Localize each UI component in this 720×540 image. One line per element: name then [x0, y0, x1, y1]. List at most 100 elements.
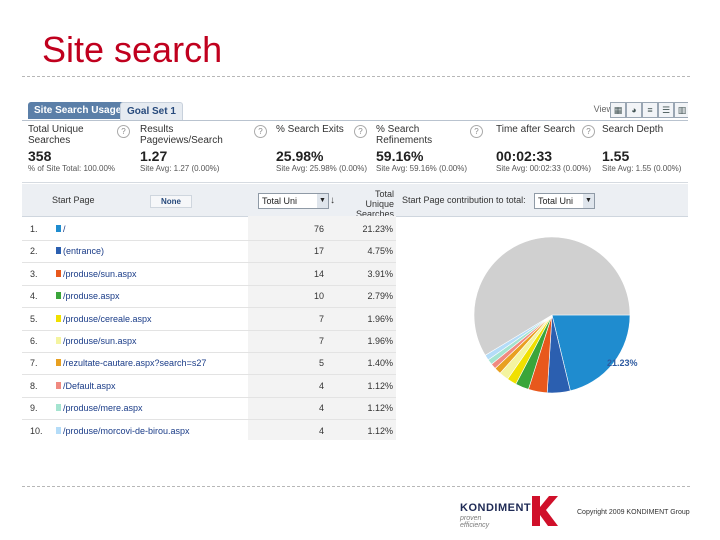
- color-swatch: [56, 426, 61, 434]
- table-row[interactable]: 8. /Default.aspx 4 1.12%: [22, 375, 396, 398]
- color-swatch: [56, 337, 61, 344]
- row-index: 8.: [30, 380, 38, 391]
- start-page-link[interactable]: /: [63, 224, 66, 234]
- top-divider: [22, 76, 690, 77]
- color-swatch: [56, 247, 61, 255]
- start-page-link[interactable]: /produse/mere.aspx: [63, 403, 143, 414]
- analytics-panel: Site Search Usage Goal Set 1 Views: ▦ ◕ …: [22, 100, 688, 440]
- pivot-view-icon[interactable]: ▥: [674, 102, 688, 118]
- table-row[interactable]: 4. /produse.aspx 10 2.79%: [22, 285, 396, 309]
- unique-searches-value: 5: [318, 358, 324, 369]
- contribution-label: Start Page contribution to total:: [402, 195, 526, 205]
- unique-searches-value: 4: [318, 425, 324, 436]
- row-index: 5.: [30, 313, 38, 324]
- contribution-percent: 1.96%: [367, 336, 393, 346]
- contribution-percent: 3.91%: [367, 268, 393, 279]
- unique-searches-value: 4: [318, 403, 324, 414]
- table-header: Start Page None Total Uni ▼ ↓ Total Uniq…: [22, 184, 688, 219]
- bar-view-icon[interactable]: ≡: [642, 102, 658, 118]
- row-index: 4.: [30, 291, 38, 302]
- bottom-divider: [22, 486, 690, 487]
- help-icon[interactable]: ?: [582, 125, 595, 138]
- table-row[interactable]: 6. /produse/sun.aspx 7 1.96%: [22, 330, 396, 353]
- tab-goal-set-1[interactable]: Goal Set 1: [120, 102, 183, 120]
- chevron-down-icon: ▼: [317, 194, 328, 208]
- start-page-link[interactable]: (entrance): [63, 246, 105, 257]
- start-page-link[interactable]: /produse/sun.aspx: [63, 336, 137, 346]
- row-index: 3.: [30, 268, 38, 279]
- start-page-link[interactable]: /produse.aspx: [63, 291, 120, 302]
- unique-searches-value: 14: [313, 268, 324, 279]
- copyright-text: Copyright 2009 KONDIMENT Group: [577, 509, 690, 516]
- unique-searches-value: 4: [318, 380, 324, 391]
- color-swatch: [56, 359, 61, 367]
- pie-slice: [473, 236, 631, 356]
- contribution-percent: 1.12%: [367, 380, 393, 391]
- k-logo-icon: [532, 496, 558, 526]
- tab-site-search-usage[interactable]: Site Search Usage: [28, 102, 128, 119]
- metrics-summary: Total Unique Searches 358 % of Site Tota…: [22, 122, 688, 183]
- start-page-link[interactable]: /rezultate-cautare.aspx?search=s27: [63, 358, 207, 369]
- contribution-percent: 1.40%: [367, 358, 393, 369]
- color-swatch: [56, 225, 61, 232]
- table-row[interactable]: 2. (entrance) 17 4.75%: [22, 240, 396, 264]
- table-row[interactable]: 7. /rezultate-cautare.aspx?search=s27 5 1.4…: [22, 352, 396, 376]
- help-icon[interactable]: ?: [354, 125, 367, 138]
- unique-searches-value: 10: [313, 291, 324, 302]
- chevron-down-icon: ▼: [583, 194, 594, 208]
- contribution-percent: 4.75%: [367, 246, 393, 257]
- row-index: 10.: [30, 425, 43, 436]
- contribution-percent: 1.96%: [367, 313, 393, 324]
- column-start-page[interactable]: Start Page: [52, 195, 95, 205]
- pie-label-largest: 58.64%: [482, 228, 513, 238]
- unique-searches-value: 7: [318, 313, 324, 324]
- logo-tagline: proven efficiency: [460, 515, 490, 529]
- sorted-column-shade: [248, 216, 396, 440]
- row-index: 1.: [30, 224, 38, 234]
- metric-search-refinements: % Search Refinements 59.16% Site Avg: 59…: [376, 124, 468, 173]
- color-swatch: [56, 381, 61, 389]
- metric-select[interactable]: Total Uni ▼: [258, 193, 329, 209]
- start-page-link[interactable]: /produse/morcovi-de-birou.aspx: [63, 425, 190, 436]
- color-swatch: [56, 292, 61, 300]
- row-index: 7.: [30, 358, 38, 369]
- comparison-view-icon[interactable]: ☰: [658, 102, 674, 118]
- metric-search-exits: % Search Exits 25.98% Site Avg: 25.98% (…: [276, 124, 368, 173]
- secondary-dimension-select[interactable]: None: [150, 195, 192, 208]
- table-row[interactable]: 1. / 76 21.23%: [22, 218, 396, 241]
- row-index: 2.: [30, 246, 38, 257]
- table-row[interactable]: 3. /produse/sun.aspx 14 3.91%: [22, 263, 396, 286]
- row-index: 6.: [30, 336, 38, 346]
- pie-slice: [551, 314, 631, 392]
- column-total-unique-searches[interactable]: Total Unique Searches: [355, 189, 394, 219]
- contribution-percent: 2.79%: [367, 291, 393, 302]
- help-icon[interactable]: ?: [470, 125, 483, 138]
- table-row[interactable]: 5. /produse/cereale.aspx 7 1.96%: [22, 308, 396, 331]
- views-label: Views:: [593, 104, 620, 114]
- metric-time-after-search: Time after Search 00:02:33 Site Avg: 00:…: [496, 124, 592, 173]
- table-view-icon[interactable]: ▦: [610, 102, 626, 118]
- help-icon[interactable]: ?: [254, 125, 267, 138]
- start-page-link[interactable]: /Default.aspx: [63, 380, 116, 391]
- row-index: 9.: [30, 403, 38, 414]
- slide-title: Site search: [42, 29, 223, 70]
- help-icon[interactable]: ?: [117, 125, 130, 138]
- unique-searches-value: 76: [313, 224, 324, 234]
- table-row[interactable]: 10. /produse/morcovi-de-birou.aspx 4 1.12%: [22, 420, 396, 440]
- contribution-select[interactable]: Total Uni ▼: [534, 193, 595, 209]
- metric-total-unique-searches: Total Unique Searches 358 % of Site Tota…: [28, 124, 116, 173]
- color-swatch: [56, 404, 61, 412]
- pie-label-second: 21.23%: [607, 358, 638, 368]
- contribution-percent: 1.12%: [367, 403, 393, 414]
- pie-view-icon[interactable]: ◕: [626, 102, 642, 118]
- pie-chart: [473, 236, 631, 394]
- metric-search-depth: Search Depth 1.55 Site Avg: 1.55 (0.00%): [602, 124, 682, 173]
- color-swatch: [56, 269, 61, 277]
- table-row[interactable]: 9. /produse/mere.aspx 4 1.12%: [22, 397, 396, 421]
- unique-searches-value: 17: [313, 246, 324, 257]
- start-page-link[interactable]: /produse/cereale.aspx: [63, 313, 152, 324]
- start-page-link[interactable]: /produse/sun.aspx: [63, 268, 137, 279]
- metric-results-pageviews: Results Pageviews/Search 1.27 Site Avg: …: [140, 124, 223, 173]
- sort-arrow-icon[interactable]: ↓: [330, 195, 335, 206]
- unique-searches-value: 7: [318, 336, 324, 346]
